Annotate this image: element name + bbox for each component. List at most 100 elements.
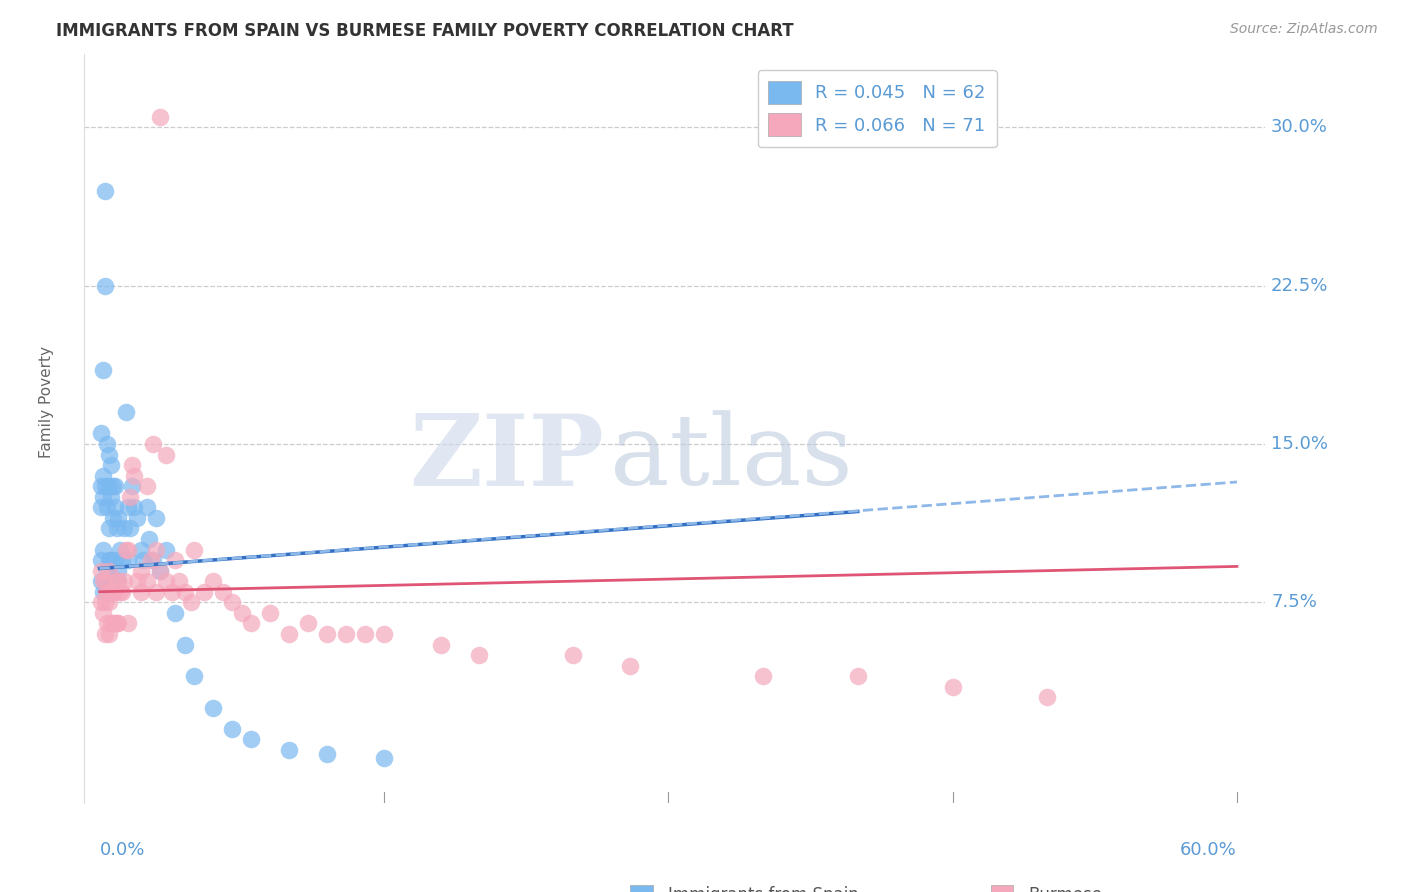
Point (142, 437, 165, 451)
Point (117, 500, 139, 515)
Point (142, 553, 165, 567)
Point (98, 479, 121, 493)
Point (193, 584, 215, 599)
Point (90, 553, 112, 567)
Point (98, 448, 121, 462)
Point (104, 479, 127, 493)
Point (180, 595, 202, 609)
Point (619, 658, 641, 673)
Point (94, 278, 117, 293)
Point (90, 426, 112, 441)
Text: IMMIGRANTS FROM SPAIN VS BURMESE FAMILY POVERTY CORRELATION CHART: IMMIGRANTS FROM SPAIN VS BURMESE FAMILY … (56, 22, 794, 40)
Point (118, 521, 141, 535)
Point (117, 542, 139, 557)
Bar (990, 885, 1014, 892)
Point (100, 616, 122, 631)
Point (105, 574, 128, 589)
Point (104, 616, 127, 631)
Point (90, 500, 112, 515)
Point (846, 669, 869, 683)
Point (149, 564, 172, 578)
Point (94, 479, 117, 493)
Point (240, 616, 263, 631)
Point (155, 574, 177, 589)
Point (165, 553, 187, 567)
Point (129, 584, 152, 599)
Point (101, 479, 124, 493)
Point (96, 437, 118, 451)
Point (96, 616, 118, 631)
Point (240, 732, 263, 747)
Text: 0.0%: 0.0% (100, 841, 145, 859)
Point (135, 500, 157, 515)
Point (316, 627, 339, 641)
Point (91, 363, 114, 377)
Point (112, 574, 135, 589)
Text: 15.0%: 15.0% (1271, 435, 1329, 453)
Point (160, 584, 183, 599)
Point (100, 553, 122, 567)
Point (94, 627, 117, 641)
Point (107, 564, 129, 578)
Point (105, 616, 128, 631)
Point (98, 627, 121, 641)
Text: Family Poverty: Family Poverty (39, 346, 53, 458)
Point (173, 584, 195, 599)
Point (316, 747, 339, 762)
Text: Burmese: Burmese (1028, 886, 1102, 892)
Point (117, 616, 139, 631)
Bar (630, 885, 652, 892)
Point (1036, 690, 1059, 705)
Point (94, 184, 117, 198)
Point (211, 584, 233, 599)
Point (122, 500, 145, 515)
Point (96, 584, 118, 599)
Point (91, 542, 114, 557)
Point (101, 574, 124, 589)
Point (107, 574, 129, 589)
Point (91, 606, 114, 620)
Point (91, 490, 114, 504)
Point (96, 500, 118, 515)
Point (111, 553, 134, 567)
Point (98, 521, 121, 535)
Point (94, 574, 117, 589)
Point (121, 479, 143, 493)
Point (105, 574, 128, 589)
Point (221, 722, 243, 736)
Point (138, 532, 160, 546)
Point (91, 584, 114, 599)
Text: 7.5%: 7.5% (1271, 593, 1317, 611)
Point (297, 616, 319, 631)
Point (96, 564, 118, 578)
Point (183, 669, 205, 683)
Point (173, 638, 195, 652)
Point (100, 490, 122, 504)
Point (105, 521, 128, 535)
Point (107, 574, 129, 589)
Point (101, 511, 124, 525)
Text: 60.0%: 60.0% (1180, 841, 1237, 859)
Point (467, 648, 489, 662)
Point (135, 574, 157, 589)
Point (127, 511, 149, 525)
Point (90, 479, 112, 493)
Point (429, 638, 451, 652)
Point (121, 458, 143, 472)
Point (98, 553, 121, 567)
Point (98, 595, 121, 609)
Point (752, 669, 775, 683)
Point (107, 616, 129, 631)
Point (145, 542, 167, 557)
Point (132, 553, 155, 567)
Point (100, 584, 122, 599)
Point (335, 627, 357, 641)
Point (155, 542, 177, 557)
Point (115, 542, 138, 557)
Point (90, 595, 112, 609)
Point (167, 574, 190, 589)
Point (278, 627, 301, 641)
Point (135, 479, 157, 493)
Point (91, 468, 114, 483)
Text: ZIP: ZIP (409, 409, 605, 507)
